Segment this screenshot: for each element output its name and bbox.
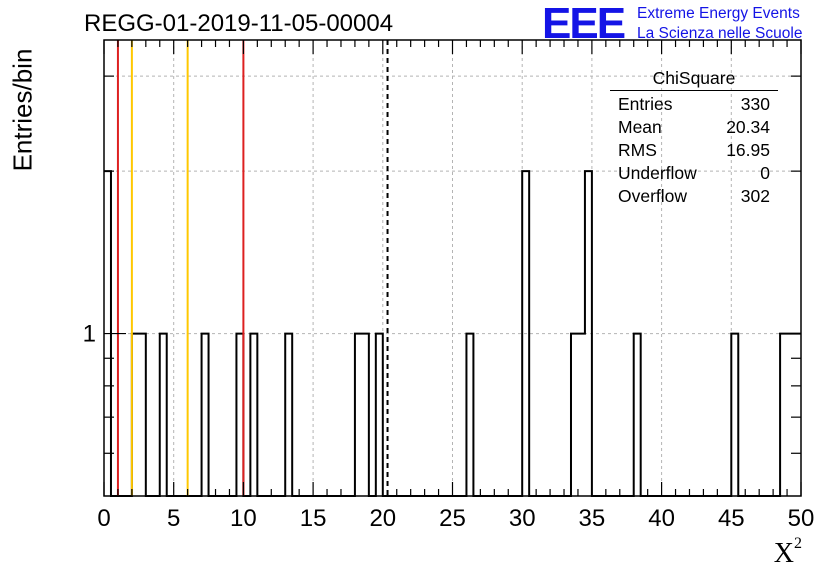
stats-title: ChiSquare bbox=[610, 68, 778, 91]
stats-value: 302 bbox=[740, 186, 770, 206]
stats-value: 330 bbox=[740, 94, 770, 114]
stats-label: Entries bbox=[618, 94, 673, 114]
axis-ticks bbox=[103, 40, 802, 496]
y-axis-label: Entries/bin bbox=[6, 40, 40, 180]
stats-value: 16.95 bbox=[726, 140, 770, 160]
stats-value: 20.34 bbox=[726, 117, 770, 137]
x-tick-label: 45 bbox=[718, 505, 745, 532]
stats-value: 0 bbox=[760, 163, 770, 183]
stats-label: Overflow bbox=[618, 186, 688, 206]
x-tick-label: 15 bbox=[300, 505, 327, 532]
x-tick-label: 20 bbox=[369, 505, 396, 532]
y-tick-label: 1 bbox=[83, 321, 96, 348]
x-tick-label: 50 bbox=[788, 505, 815, 532]
reference-lines bbox=[116, 40, 389, 496]
stats-row-rms: RMS 16.95 bbox=[610, 139, 778, 162]
x-tick-label: 5 bbox=[167, 505, 180, 532]
stats-row-overflow: Overflow 302 bbox=[610, 185, 778, 208]
stats-row-underflow: Underflow 0 bbox=[610, 162, 778, 185]
stats-label: Underflow bbox=[618, 163, 697, 183]
x-axis-label-superscript: 2 bbox=[794, 534, 802, 552]
x-tick-label: 30 bbox=[509, 505, 536, 532]
x-tick-label: 0 bbox=[97, 505, 110, 532]
stats-box: ChiSquare Entries 330 Mean 20.34 RMS 16.95 … bbox=[610, 68, 778, 208]
stats-row-mean: Mean 20.34 bbox=[610, 116, 778, 139]
axis-tick-labels: 10 5 10 15 20 25 30 35 40 45 50 bbox=[83, 321, 815, 532]
chart-title: REGG-01-2019-11-05-00004 bbox=[84, 10, 394, 37]
stats-label: Mean bbox=[618, 117, 662, 137]
logo-line-1: Extreme Energy Events bbox=[637, 5, 800, 22]
x-axis-label-text: X bbox=[773, 538, 794, 569]
y-axis-label-text: Entries/bin bbox=[7, 48, 38, 172]
x-tick-label: 25 bbox=[439, 505, 466, 532]
logo-caption: Extreme Energy Events La Scienza nelle S… bbox=[637, 4, 802, 44]
x-tick-label: 35 bbox=[579, 505, 606, 532]
stats-row-entries: Entries 330 bbox=[610, 93, 778, 116]
eee-logo-icon: EEE bbox=[542, 0, 626, 48]
logo-line-2: La Scienza nelle Scuole bbox=[637, 25, 803, 42]
stats-label: RMS bbox=[618, 140, 657, 160]
x-axis-label: X2 bbox=[773, 534, 802, 570]
x-tick-label: 40 bbox=[648, 505, 675, 532]
x-tick-label: 10 bbox=[230, 505, 257, 532]
